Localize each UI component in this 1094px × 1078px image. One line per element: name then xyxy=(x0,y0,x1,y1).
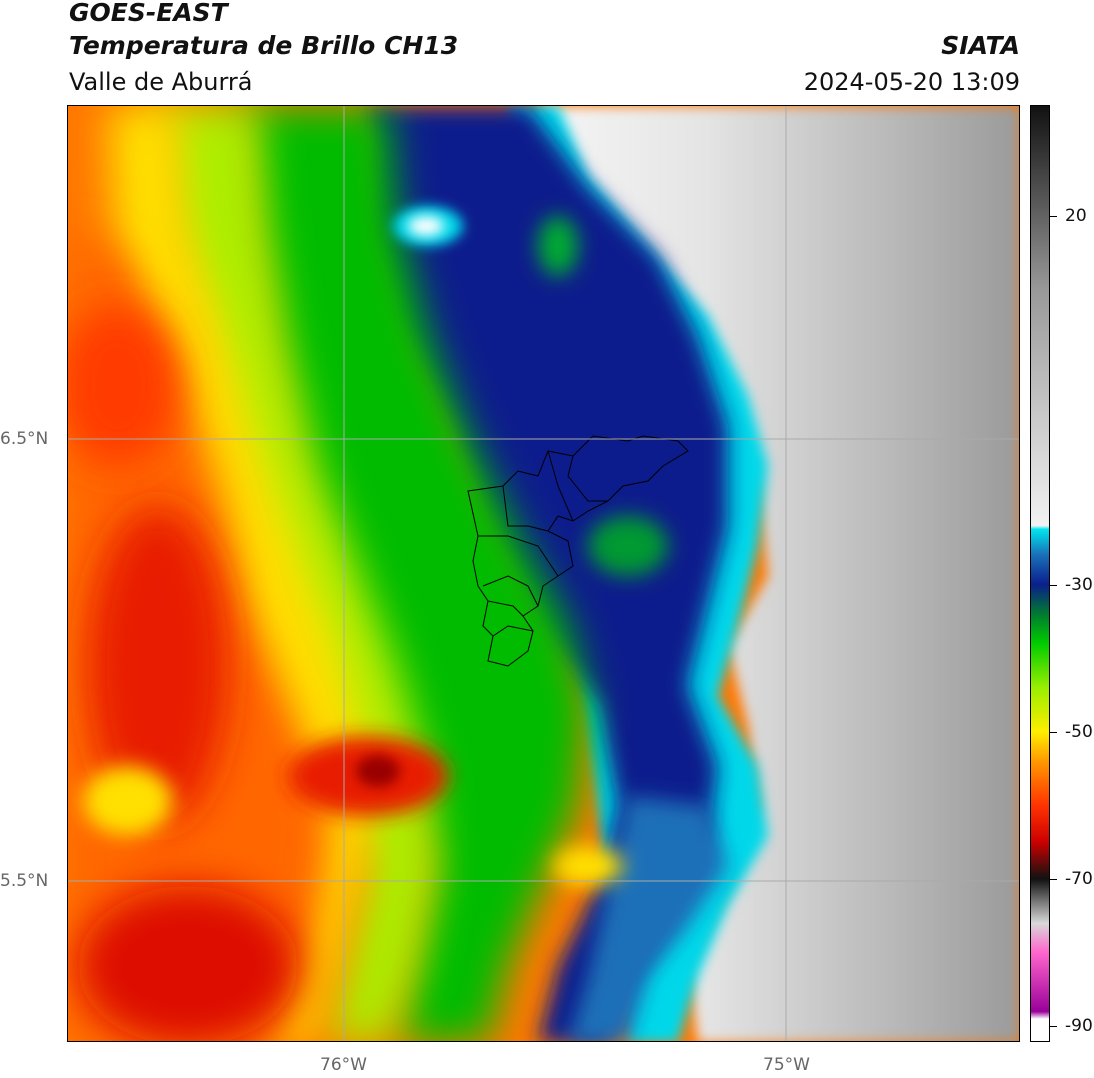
colorbar-tick-label: -70 xyxy=(1065,869,1093,890)
dark-red-spot xyxy=(356,755,400,787)
brightness-temperature-map xyxy=(68,106,1019,1041)
colorbar-tick-label: -30 xyxy=(1065,574,1093,595)
white-hole-north xyxy=(408,216,444,236)
red-core-north xyxy=(68,306,178,466)
region-subtitle: Valle de Aburrá xyxy=(69,68,253,96)
map-panel[interactable] xyxy=(67,105,1020,1042)
graticule xyxy=(68,106,1019,1041)
green-patch-2 xyxy=(538,216,578,276)
colorbar-tick xyxy=(1050,584,1057,586)
lat-label-6.5: 6.5°N xyxy=(0,429,49,449)
lon-label-76w: 76°W xyxy=(320,1055,367,1075)
yellow-blob-se xyxy=(553,846,623,886)
red-core-south xyxy=(78,886,298,1041)
red-core-west xyxy=(88,506,228,826)
mid-blue-patches xyxy=(568,796,728,1041)
colorbar-tick-label: -50 xyxy=(1065,721,1093,742)
colorbar-tick xyxy=(1050,1026,1057,1028)
lat-label-5.5: 5.5°N xyxy=(0,871,49,891)
colorbar xyxy=(1030,105,1050,1042)
colorbar-tick xyxy=(1050,879,1057,881)
cold-cloud-region xyxy=(538,106,1019,1041)
colorbar-gradient xyxy=(1031,106,1049,1041)
datetime-label: 2024-05-20 13:09 xyxy=(803,68,1020,96)
colorbar-tick xyxy=(1050,216,1057,218)
green-patch-1 xyxy=(588,516,668,576)
organization-label: SIATA xyxy=(941,31,1020,60)
colorbar-fill xyxy=(1031,106,1049,1041)
green-band xyxy=(238,106,588,1041)
colorbar-tick xyxy=(1050,731,1057,733)
lon-label-75w: 75°W xyxy=(763,1055,810,1075)
yellow-blob-sw xyxy=(83,766,173,836)
colorbar-tick-label: -90 xyxy=(1065,1016,1093,1037)
colorbar-tick-label: 20 xyxy=(1065,206,1087,227)
product-title: Temperatura de Brillo CH13 xyxy=(69,31,459,60)
satellite-title: GOES-EAST xyxy=(69,0,228,27)
